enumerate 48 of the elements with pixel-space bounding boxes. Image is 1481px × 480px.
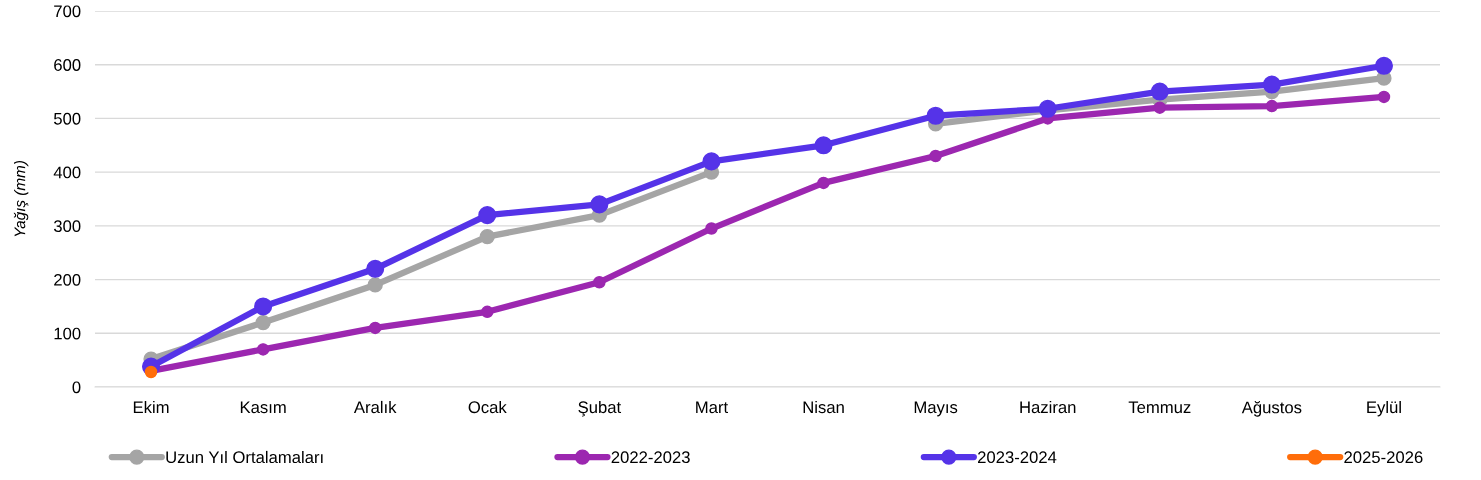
point [366,259,385,278]
legend-label: Uzun Yıl Ortalamaları [166,450,323,464]
y-tick-label: 700 [54,5,81,18]
y-tick-label: 200 [54,273,81,286]
legend-label: 2022-2023 [611,451,690,464]
point [702,152,721,171]
x-tick-label: Şubat [578,400,622,417]
point [590,195,609,214]
legend-label: 2023-2024 [978,451,1057,464]
x-tick-label: Temmuz [1128,401,1191,414]
point [1265,99,1279,113]
point [1150,82,1169,101]
y-tick-label: 400 [53,166,81,179]
point [255,314,271,331]
x-tick-label: Mart [696,401,728,414]
point [479,228,495,245]
point [256,343,270,356]
x-tick-label: Ekim [133,400,169,413]
point [593,276,606,289]
y-tick-label: 600 [54,59,81,71]
point [367,277,383,293]
y-axis-title: Yağış (mm) [13,161,29,237]
point [368,321,382,335]
x-tick-label: Nisan [803,400,844,414]
x-tick-label: Ocak [468,400,507,414]
point [926,106,945,125]
legend-label: 2025-2026 [1344,451,1423,464]
x-tick-label: Eylül [1367,400,1401,417]
y-tick-label: 100 [54,327,81,340]
point [254,297,273,316]
y-tick-label: 0 [72,381,81,394]
point [929,149,942,163]
x-tick-label: Mayıs [914,401,958,417]
y-tick-label: 300 [53,220,81,233]
x-tick-label: Haziran [1020,400,1076,414]
point [1153,101,1167,114]
point [1374,56,1393,75]
x-tick-label: Kasım [240,401,286,414]
x-tick-label: Aralık [353,400,397,414]
x-tick-label: Ağustos [1241,400,1302,417]
y-tick-label: 500 [53,112,81,125]
point [481,305,494,319]
point [705,222,718,235]
point [478,206,497,225]
point [814,136,833,155]
point [1377,90,1391,104]
point [1262,75,1281,94]
point [817,176,830,190]
